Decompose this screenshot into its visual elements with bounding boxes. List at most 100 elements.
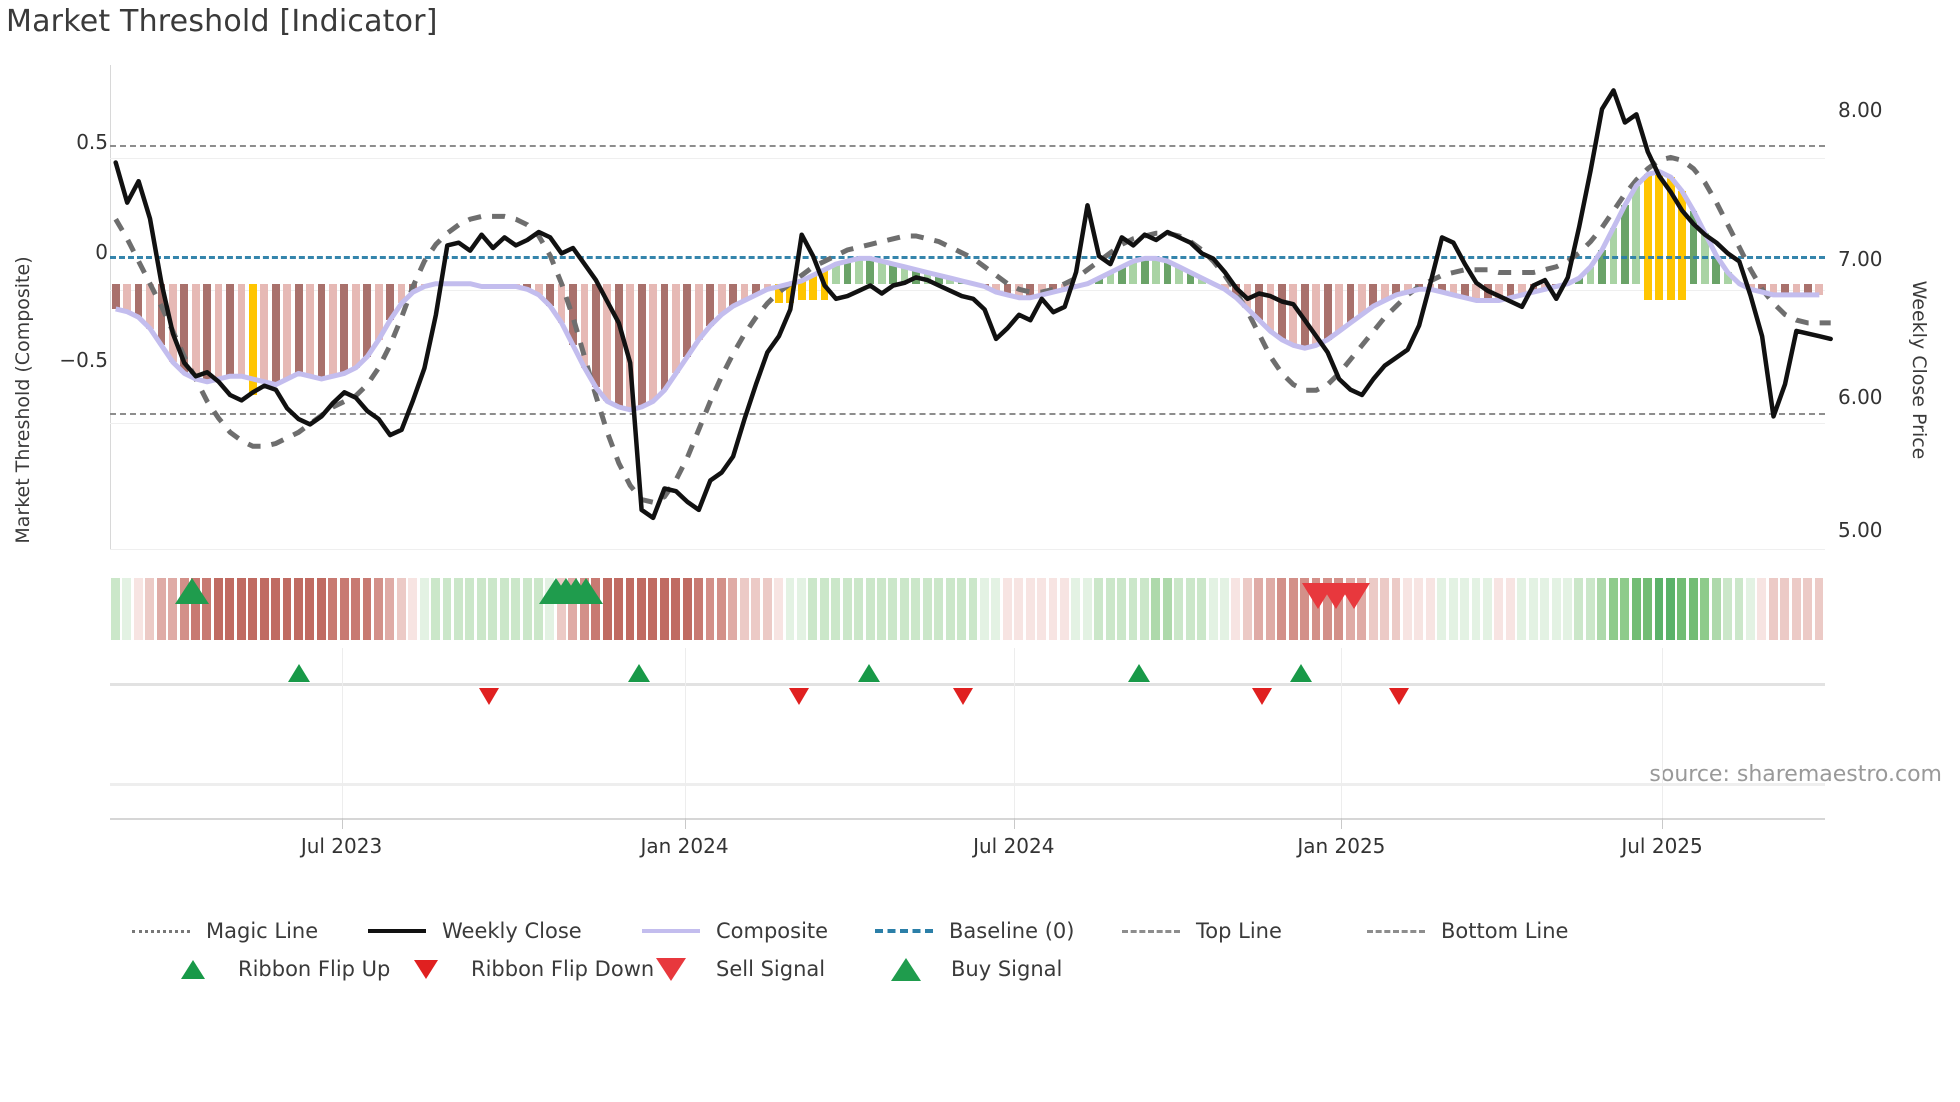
legend-item-composite[interactable]: Composite <box>640 912 828 950</box>
histogram-bar <box>397 283 406 304</box>
ribbon-cell <box>1665 578 1675 640</box>
gridline <box>110 290 1825 291</box>
histogram-bar <box>1369 283 1378 307</box>
ribbon-cell <box>659 578 669 640</box>
histogram-bar <box>866 258 875 284</box>
ribbon-cell <box>1174 578 1184 640</box>
histogram-bar <box>569 283 577 346</box>
ribbon-cell <box>156 578 166 640</box>
x-tick-mark <box>684 818 686 829</box>
ribbon-cell <box>1540 578 1550 640</box>
ribbon-cell <box>1311 578 1321 640</box>
histogram-bar <box>1278 283 1286 340</box>
legend-label: Ribbon Flip Down <box>471 957 655 981</box>
ribbon-cell <box>808 578 818 640</box>
legend-label: Ribbon Flip Up <box>238 957 391 981</box>
ribbon-cell <box>1631 578 1641 640</box>
ribbon-cell <box>1745 578 1755 640</box>
legend-item-ribbon-flip-up[interactable]: Ribbon Flip Up <box>162 950 390 988</box>
ribbon-cell <box>1483 578 1492 640</box>
histogram-bar <box>592 283 600 388</box>
ribbon-cell <box>1185 578 1195 640</box>
ribbon-cell <box>636 578 646 640</box>
x-tick-mark <box>1013 818 1015 829</box>
y-tick-right-3: 5.00 <box>1838 518 1883 542</box>
ribbon-cell <box>751 578 761 640</box>
gridline <box>110 549 1825 550</box>
ribbon-cell <box>945 578 955 640</box>
histogram-bar <box>763 283 772 290</box>
ribbon-cell <box>1002 578 1012 640</box>
histogram-bar <box>1289 283 1298 346</box>
ribbon-cell <box>1448 578 1458 640</box>
highlight-bar <box>774 283 783 303</box>
legend-item-sell-signal[interactable]: Sell Signal <box>640 950 825 988</box>
histogram-bar <box>1106 272 1115 284</box>
histogram-bar <box>1140 258 1149 284</box>
legend-item-bottom-line[interactable]: Bottom Line <box>1365 912 1568 950</box>
ribbon-cell <box>888 578 898 640</box>
highlight-bar <box>1666 177 1675 300</box>
ribbon-cell <box>465 578 475 640</box>
highlight-bar <box>797 280 806 300</box>
legend-label: Top Line <box>1196 919 1282 943</box>
ribbon-cell <box>511 578 521 640</box>
histogram-bar <box>1300 283 1309 349</box>
legend-label: Sell Signal <box>716 957 826 981</box>
histogram-bar <box>1186 272 1195 284</box>
ribbon-cell <box>1105 578 1115 640</box>
histogram-bar <box>1346 283 1355 323</box>
histogram-bar <box>123 283 132 312</box>
y-tick-right-0: 8.00 <box>1838 98 1883 122</box>
ribbon-flip-down-marker <box>1389 688 1409 705</box>
legend-label: Bottom Line <box>1441 919 1569 943</box>
legend-item-top-line[interactable]: Top Line <box>1120 912 1282 950</box>
legend-item-weekly-close[interactable]: Weekly Close <box>366 912 582 950</box>
ribbon-cell <box>373 578 383 640</box>
ribbon-flip-axis <box>110 683 1825 686</box>
ribbon-cell <box>1608 578 1618 640</box>
ribbon-cell <box>979 578 989 640</box>
ribbon-cell <box>934 578 944 640</box>
histogram-bar <box>1380 283 1389 301</box>
sell-signal-marker <box>1338 583 1370 609</box>
ribbon-cell <box>1585 578 1595 640</box>
ribbon-cell <box>305 578 315 640</box>
ribbon-strip <box>110 578 1825 640</box>
ribbon-cell <box>1368 578 1378 640</box>
histogram-bar <box>740 283 749 301</box>
up-triangle-icon <box>875 957 937 981</box>
ribbon-cell <box>236 578 246 640</box>
histogram-bar <box>1621 205 1629 284</box>
dashed-line-icon <box>1365 921 1427 941</box>
ribbon-cell <box>1677 578 1687 640</box>
ribbon-cell <box>1643 578 1652 640</box>
legend-item-ribbon-flip-down[interactable]: Ribbon Flip Down <box>395 950 654 988</box>
legend-item-buy-signal[interactable]: Buy Signal <box>875 950 1062 988</box>
ribbon-cell <box>614 578 623 640</box>
histogram-bar <box>580 283 589 368</box>
histogram-bar <box>329 283 337 377</box>
histogram-bar <box>992 283 1000 293</box>
highlight-bar <box>786 283 795 303</box>
ribbon-cell <box>1300 578 1309 640</box>
legend-item-baseline[interactable]: Baseline (0) <box>873 912 1074 950</box>
histogram-bar <box>306 283 314 377</box>
y-tick-right-1: 7.00 <box>1838 247 1883 271</box>
x-axis-spine <box>110 818 1825 820</box>
ribbon-cell <box>522 578 532 640</box>
ribbon-cell <box>1265 578 1275 640</box>
ribbon-cell <box>728 578 738 640</box>
ribbon-cell <box>431 578 441 640</box>
ribbon-cell <box>1551 578 1561 640</box>
histogram-bar <box>672 283 680 374</box>
x-tick-label: Jul 2023 <box>300 834 383 858</box>
histogram-bar <box>203 283 212 382</box>
legend-label: Magic Line <box>206 919 319 943</box>
legend-item-magic-line[interactable]: Magic Line <box>130 912 318 950</box>
histogram-bar <box>626 283 635 410</box>
ribbon-cell <box>545 578 555 640</box>
ribbon-cell <box>1220 578 1229 640</box>
ribbon-cell <box>1288 578 1298 640</box>
